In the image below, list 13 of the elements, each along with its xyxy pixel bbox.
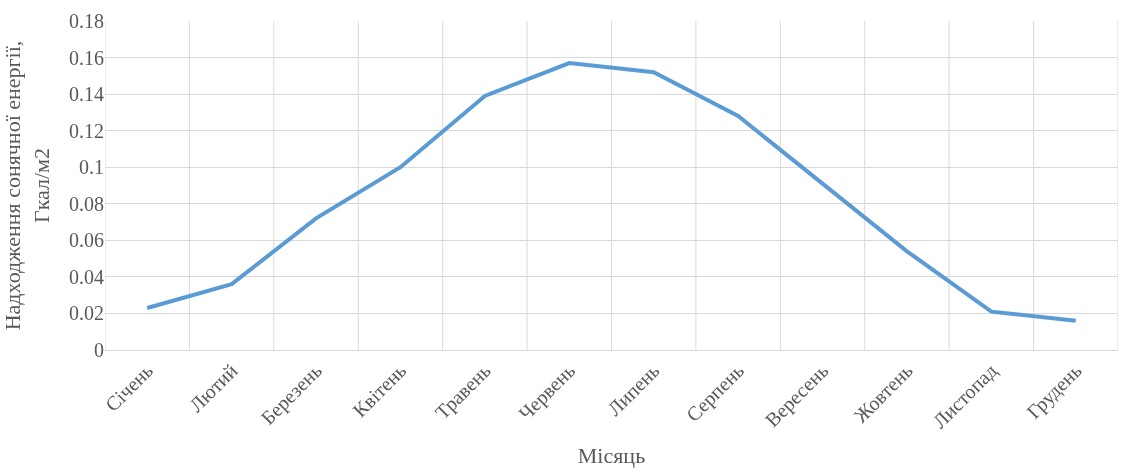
y-tick-label: 0.02 <box>69 302 104 325</box>
y-tick-label: 0.06 <box>69 229 104 252</box>
y-tick-label: 0.18 <box>69 10 104 32</box>
y-tick-label: 0.04 <box>69 265 104 288</box>
y-tick-label: 0.1 <box>79 156 104 179</box>
y-tick-label: 0 <box>94 339 104 361</box>
y-tick-label: 0.14 <box>69 83 104 106</box>
y-tick-label: 0.16 <box>69 46 104 69</box>
line-series <box>145 61 1078 323</box>
x-axis-title: Місяць <box>577 443 646 469</box>
y-tick-label: 0.08 <box>69 192 104 215</box>
y-tick-label: 0.12 <box>69 119 104 142</box>
y-axis-title: Надходження сонячної енергії, Гкал/м2 <box>0 40 54 331</box>
